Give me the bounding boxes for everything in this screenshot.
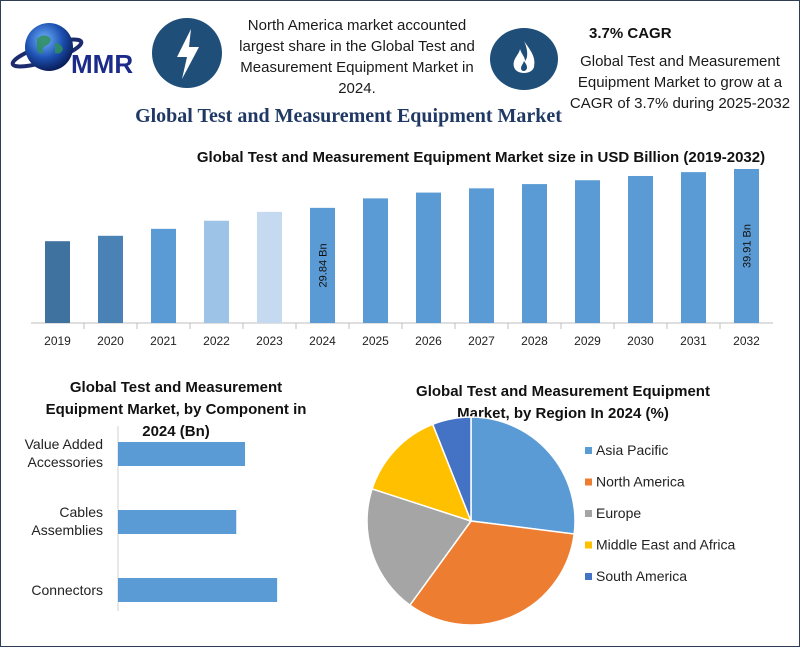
bar-2029: [575, 180, 600, 323]
tick-label-2029: 2029: [574, 334, 601, 348]
legend-swatch-0: [585, 447, 592, 454]
bar-2019: [45, 241, 70, 323]
data-label-2024: 29.84 Bn: [318, 243, 330, 287]
info-right-text: Global Test and Measurement Equipment Ma…: [569, 53, 791, 112]
pie-slice-3: [371, 423, 473, 523]
tick-label-2028: 2028: [521, 334, 548, 348]
legend-label-1: North America: [596, 474, 685, 490]
legend-swatch-1: [585, 478, 592, 486]
pie-slice-2: [366, 487, 473, 607]
bar-2024: [310, 207, 335, 323]
tick-label-2019: 2019: [44, 334, 71, 348]
legend-label-0: Asia Pacific: [596, 442, 668, 458]
bar-chart-title: Global Test and Measurement Equipment Ma…: [196, 149, 766, 166]
globe-icon: [25, 23, 73, 71]
tick-label-2020: 2020: [97, 334, 124, 348]
legend-swatch-3: [585, 541, 592, 549]
component-bar-0: [118, 442, 246, 466]
component-label-1: Cables Assemblies: [31, 504, 103, 538]
bar-2025: [363, 198, 388, 323]
bar-2032: [734, 169, 759, 323]
pie-slice-1: [408, 520, 576, 626]
bar-2030: [628, 175, 653, 323]
component-chart-title: Global Test and Measurement Equipment Ma…: [45, 379, 307, 440]
legend-label-4: South America: [596, 568, 687, 584]
bar-2031: [681, 172, 706, 323]
component-label-0: Value Added Accessories: [25, 436, 103, 470]
region-pie-chart: Asia Pacific North America Europe Middle Ea…: [366, 416, 736, 626]
component-bar-2: [118, 578, 278, 602]
data-label-2032: 39.91 Bn: [742, 224, 754, 268]
flame-icon: [490, 28, 558, 90]
tick-label-2026: 2026: [415, 334, 442, 348]
logo-text: MMR: [71, 49, 133, 79]
tick-label-2022: 2022: [203, 334, 230, 348]
cagr-heading: 3.7% CAGR: [589, 25, 672, 42]
market-size-bar-chart: 2019 2020 2021 2022 2023 2024 29.84 Bn 2025 2026…: [31, 169, 773, 348]
tick-label-2032: 2032: [733, 334, 760, 348]
tick-label-2030: 2030: [627, 334, 654, 348]
legend-swatch-4: [585, 573, 592, 580]
tick-label-2021: 2021: [150, 334, 177, 348]
lightning-bolt-icon: [152, 18, 222, 88]
tick-label-2027: 2027: [468, 334, 495, 348]
legend-label-3: Middle East and Africa: [596, 537, 736, 553]
pie-slice-0: [470, 416, 576, 535]
mmr-logo: MMR: [10, 23, 133, 79]
info-left-text: North America market accounted largest s…: [239, 17, 475, 97]
pie-slice-4: [431, 416, 472, 522]
tick-label-2023: 2023: [256, 334, 283, 348]
tick-label-2025: 2025: [362, 334, 389, 348]
bar-2022: [204, 220, 229, 323]
legend-swatch-2: [585, 510, 592, 517]
bar-2021: [151, 228, 176, 323]
bar-2020: [98, 235, 123, 323]
tick-label-2024: 2024: [309, 334, 336, 348]
pie-chart-title: Global Test and Measurement Equipment Ma…: [416, 383, 710, 422]
tick-label-2031: 2031: [680, 334, 707, 348]
component-label-2: Connectors: [31, 582, 103, 598]
component-bar-1: [118, 510, 237, 534]
bar-2023: [257, 211, 282, 323]
bar-2027: [469, 188, 494, 323]
bar-2028: [522, 184, 547, 323]
bar-2026: [416, 192, 441, 323]
legend-label-2: Europe: [596, 505, 641, 521]
page-title: Global Test and Measurement Equipment Ma…: [135, 105, 562, 127]
component-bar-chart: Value Added Accessories Cables Assemblies Co…: [25, 426, 278, 611]
